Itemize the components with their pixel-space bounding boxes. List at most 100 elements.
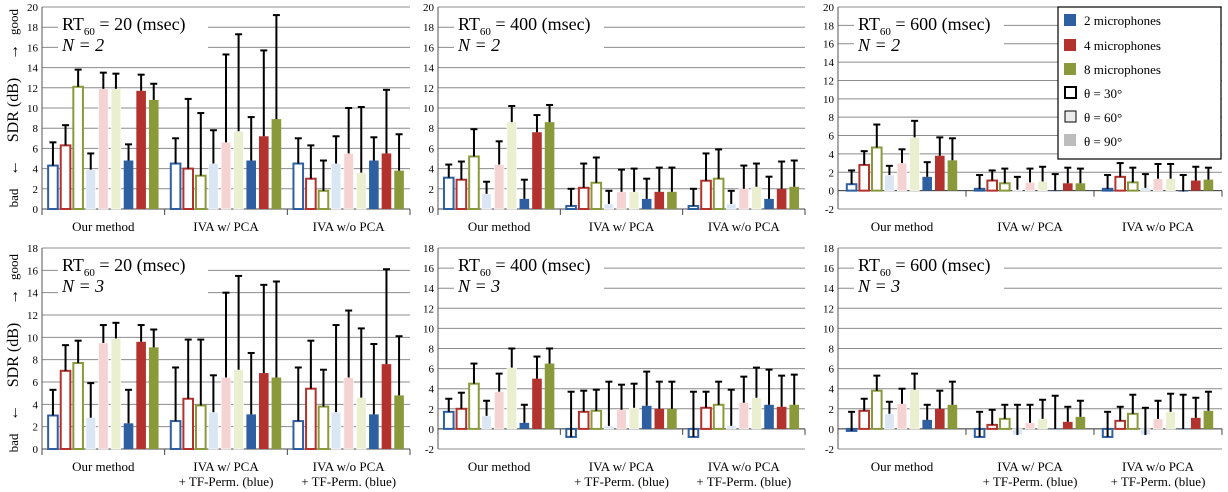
bar-8mic-90 (947, 404, 958, 429)
category-label: IVA w/o PCA (708, 219, 781, 234)
y-tick-label: 4 (33, 399, 39, 411)
bar-4mic-90 (136, 341, 146, 449)
bar-4mic-30 (1114, 419, 1127, 430)
y-tick-label: 2 (829, 404, 835, 416)
chart-panel-5: -2 0 2 4 6 8 10 12 14 16 18 RT60 = 600 (msec)N = 3 O… (823, 243, 1223, 489)
legend-label-2-mics: 2 microphones (1084, 13, 1161, 28)
bar-8mic-90 (667, 191, 677, 209)
category-label-backing (974, 474, 1086, 489)
y-tick-label: 12 (423, 83, 434, 95)
bar-4mic-60 (1152, 178, 1164, 191)
bar-4mic-30 (455, 178, 468, 211)
y-axis-label: SDR (dB) (5, 78, 22, 142)
legend-swatch-theta-90 (1064, 134, 1076, 146)
bar-2mic-30 (292, 420, 305, 451)
bar-4mic-60 (494, 164, 505, 210)
category-label-backing (292, 219, 405, 234)
y-tick-label: 16 (423, 42, 435, 54)
title-backing (454, 9, 604, 57)
category-label: IVA w/o PCA (1122, 219, 1195, 234)
bar-2mic-30 (169, 420, 182, 451)
panel-title: RT60 = 600 (msec)N = 3 (854, 250, 1004, 298)
bar-8mic-60 (1165, 411, 1176, 430)
y-tick-label: 6 (829, 364, 835, 376)
bar-4mic-90 (532, 378, 542, 429)
y-tick-label: 8 (33, 123, 39, 135)
bar-2mic-90 (922, 176, 932, 191)
category-label-backing (846, 219, 958, 234)
y-tick-label: 6 (829, 131, 835, 143)
category-label: IVA w/ PCA (997, 219, 1063, 234)
bar-8mic-30 (999, 417, 1011, 430)
bar-4mic-60 (98, 88, 109, 210)
bar-2mic-30 (442, 410, 455, 430)
y-tick-label: 20 (823, 2, 835, 14)
rt60-title: RT60 = 600 (msec) (858, 255, 991, 279)
category-label: IVA w/o PCA (708, 459, 781, 474)
y-tick-label: 18 (27, 22, 39, 34)
bar-8mic-60 (751, 397, 762, 430)
bar-8mic-30 (195, 174, 207, 210)
bar-8mic-60 (628, 191, 640, 210)
title-backing (58, 250, 208, 298)
y-tick-label: 2 (429, 184, 435, 196)
bar-4mic-60 (343, 153, 354, 210)
bar-4mic-60 (738, 188, 749, 210)
bar-2mic-30 (169, 162, 182, 211)
bar-4mic-30 (858, 409, 871, 430)
rt60-title: RT60 = 400 (msec) (458, 14, 591, 38)
n-sources-label: N = 3 (457, 276, 500, 296)
y-tick-label: 8 (829, 112, 835, 124)
y-tick-label: 14 (423, 63, 435, 75)
bar-8mic-30 (317, 405, 330, 451)
y-tick-label: 12 (423, 303, 434, 315)
y-tick-label: 2 (33, 422, 39, 434)
bar-4mic-60 (494, 391, 505, 430)
bad-label: bad (6, 188, 21, 207)
y-tick-label: 6 (429, 143, 435, 155)
rt60-title: RT60 = 400 (msec) (458, 255, 591, 279)
n-sources-label: N = 3 (61, 276, 104, 296)
bar-2mic-60 (726, 425, 737, 430)
category-label-backing (974, 459, 1086, 474)
y-tick-label: 2 (829, 167, 835, 179)
y-tick-label: 16 (27, 265, 39, 277)
bar-4mic-90 (654, 408, 665, 429)
bar-8mic-60 (1037, 181, 1048, 191)
category-label-backing (1102, 219, 1214, 234)
n-sources-label: N = 3 (857, 276, 900, 296)
y-tick-label: 20 (423, 2, 435, 14)
bar-8mic-60 (506, 121, 517, 210)
bar-8mic-90 (394, 395, 404, 449)
bar-8mic-60 (1165, 178, 1176, 191)
category-label-backing (1102, 459, 1214, 474)
bar-2mic-90 (519, 198, 530, 209)
bar-4mic-90 (259, 373, 269, 449)
y-tick-label: 18 (27, 243, 39, 255)
y-axis-label-top: SDR (dB) ← → bad good (5, 9, 22, 208)
bar-4mic-60 (1024, 422, 1036, 430)
n-sources-label: N = 2 (61, 35, 104, 55)
y-tick-label: 0 (429, 204, 435, 216)
y-tick-label: 18 (823, 243, 835, 255)
chart-panel-2: -2 0 2 4 6 8 10 12 14 16 18 20 RT60 = 600 (msec)N = … (823, 2, 1223, 234)
y-tick-label: 18 (823, 20, 835, 32)
category-label: + TF-Perm. (blue) (301, 474, 396, 489)
bar-2mic-90 (1178, 428, 1188, 430)
legend-label-4-mics: 4 microphones (1084, 38, 1161, 53)
category-label: Our method (72, 459, 135, 474)
bar-4mic-60 (343, 377, 354, 450)
category-label: + TF-Perm. (blue) (179, 474, 274, 489)
category-label: + TF-Perm. (blue) (574, 474, 669, 489)
legend-swatch-theta-60 (1064, 110, 1077, 123)
bar-4mic-90 (532, 132, 542, 209)
bar-8mic-30 (468, 155, 480, 210)
bar-8mic-60 (233, 130, 244, 210)
category-label-backing (443, 219, 556, 234)
legend-swatch-4-mics (1064, 39, 1076, 51)
bar-2mic-60 (1140, 187, 1151, 191)
n-sources-label: N = 2 (457, 35, 500, 55)
bar-2mic-30 (47, 414, 59, 450)
y-tick-label: 4 (829, 149, 835, 161)
